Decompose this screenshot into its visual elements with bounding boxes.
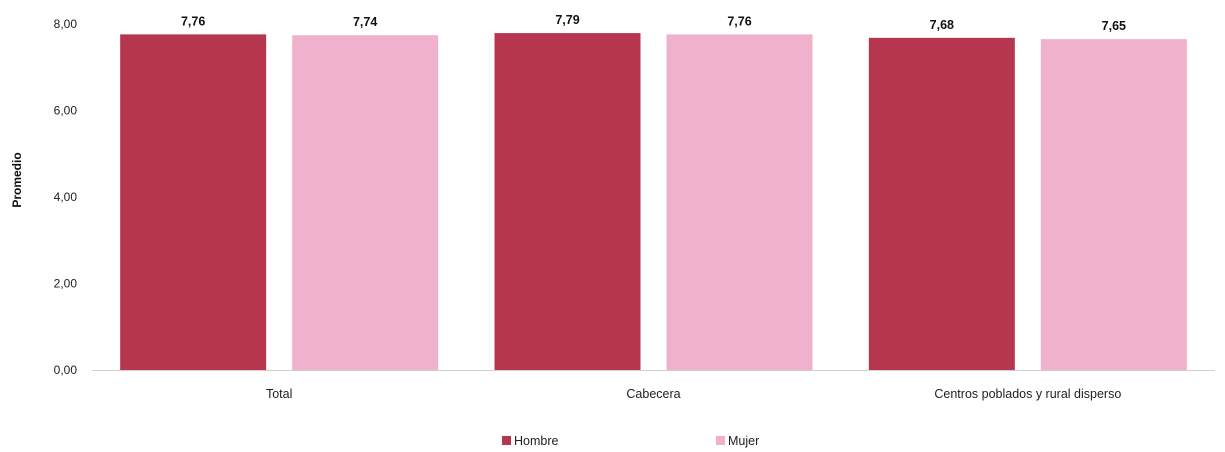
data-label: 7,65 [1102, 19, 1126, 33]
y-tick-label: 0,00 [54, 363, 78, 377]
data-label: 7,76 [181, 14, 205, 28]
data-label: 7,79 [555, 13, 579, 27]
category-label: Cabecera [626, 387, 680, 401]
legend-label: Mujer [728, 434, 759, 448]
bar-hombre [868, 37, 1015, 371]
bar-mujer [292, 35, 439, 371]
legend-label: Hombre [514, 434, 559, 448]
bar-hombre [120, 34, 267, 370]
data-labels-group: 7,76 7,74 7,79 7,76 7,68 7,65 [181, 13, 1126, 33]
legend-swatch-hombre [502, 436, 511, 445]
y-axis-label: Promedio [10, 152, 24, 207]
data-label: 7,76 [727, 14, 751, 28]
y-tick-label: 4,00 [54, 190, 78, 204]
category-labels: Total Cabecera Centros poblados y rural di… [266, 387, 1121, 401]
bars-group [120, 33, 1187, 371]
y-tick-label: 6,00 [54, 104, 78, 118]
y-tick-label: 2,00 [54, 277, 78, 291]
y-tick-label: 8,00 [54, 17, 78, 31]
legend-swatch-mujer [716, 436, 725, 445]
bar-mujer [1040, 39, 1187, 370]
bar-mujer [666, 34, 813, 370]
data-label: 7,68 [930, 18, 954, 32]
legend: Hombre Mujer [502, 434, 759, 448]
bar-hombre [494, 33, 641, 371]
y-axis-ticks: 0,00 2,00 4,00 6,00 8,00 [54, 17, 78, 377]
category-label: Centros poblados y rural disperso [934, 387, 1121, 401]
category-label: Total [266, 387, 292, 401]
data-label: 7,74 [353, 15, 377, 29]
